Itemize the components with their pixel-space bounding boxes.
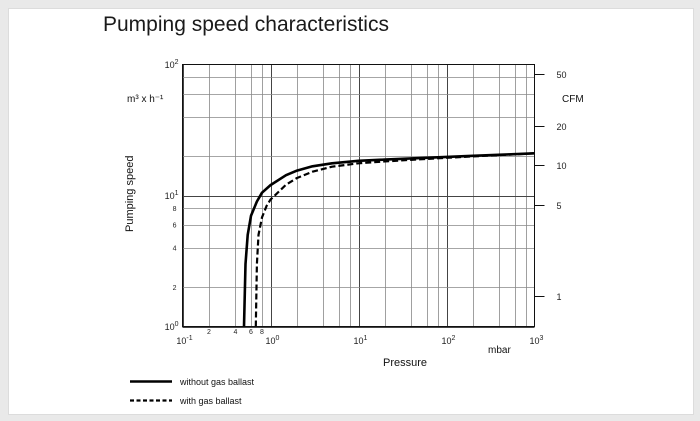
pumping-speed-chart: Pumping speed characteristics 50 20 10 5 1 1… bbox=[103, 13, 584, 406]
y-minor-tick-label: 2 bbox=[173, 285, 177, 292]
plot-border bbox=[182, 64, 535, 327]
x-tick-label: 102 bbox=[442, 335, 456, 346]
x-minor-tick-label: 8 bbox=[260, 329, 264, 336]
cfm-tick-label: 10 bbox=[557, 161, 567, 171]
y-minor-tick-label: 4 bbox=[173, 246, 177, 253]
plot-grid bbox=[182, 64, 535, 328]
y2-unit-label: CFM bbox=[562, 94, 584, 105]
x-minor-tick-label: 2 bbox=[207, 329, 211, 336]
x-axis-label: Pressure bbox=[383, 357, 427, 369]
x-unit-label: mbar bbox=[488, 345, 511, 356]
cfm-tick-label: 20 bbox=[557, 122, 567, 132]
cfm-tick-label: 5 bbox=[557, 201, 562, 211]
x-tick-label: 103 bbox=[530, 335, 544, 346]
series-line-with-gas-ballast bbox=[254, 152, 535, 327]
legend-label-solid: without gas ballast bbox=[179, 377, 255, 387]
y-tick-label: 100 bbox=[165, 321, 179, 332]
data-series bbox=[242, 152, 535, 327]
y-tick-label: 101 bbox=[165, 190, 179, 201]
y-axis-label: Pumping speed bbox=[124, 156, 136, 232]
y-tick-label: 102 bbox=[165, 59, 179, 70]
cfm-tick-label: 1 bbox=[557, 292, 562, 302]
x-tick-label: 10-1 bbox=[176, 335, 192, 346]
y-minor-tick-label: 8 bbox=[173, 206, 177, 213]
y-unit-label: m³ x h⁻¹ bbox=[127, 94, 164, 105]
chart-card: Pumping speed characteristics 50 20 10 5 1 1… bbox=[8, 8, 694, 415]
legend-label-dashed: with gas ballast bbox=[179, 396, 242, 406]
series-line-without-gas-ballast bbox=[242, 152, 535, 327]
x-minor-tick-label: 4 bbox=[234, 329, 238, 336]
cfm-axis: 50 20 10 5 1 bbox=[534, 70, 567, 302]
x-tick-label: 100 bbox=[266, 335, 280, 346]
chart-title: Pumping speed characteristics bbox=[103, 13, 389, 36]
y-minor-tick-label: 6 bbox=[173, 223, 177, 230]
x-minor-tick-label: 6 bbox=[249, 329, 253, 336]
cfm-tick-label: 50 bbox=[557, 70, 567, 80]
x-tick-label: 101 bbox=[354, 335, 368, 346]
legend: without gas ballast with gas ballast bbox=[130, 377, 255, 406]
